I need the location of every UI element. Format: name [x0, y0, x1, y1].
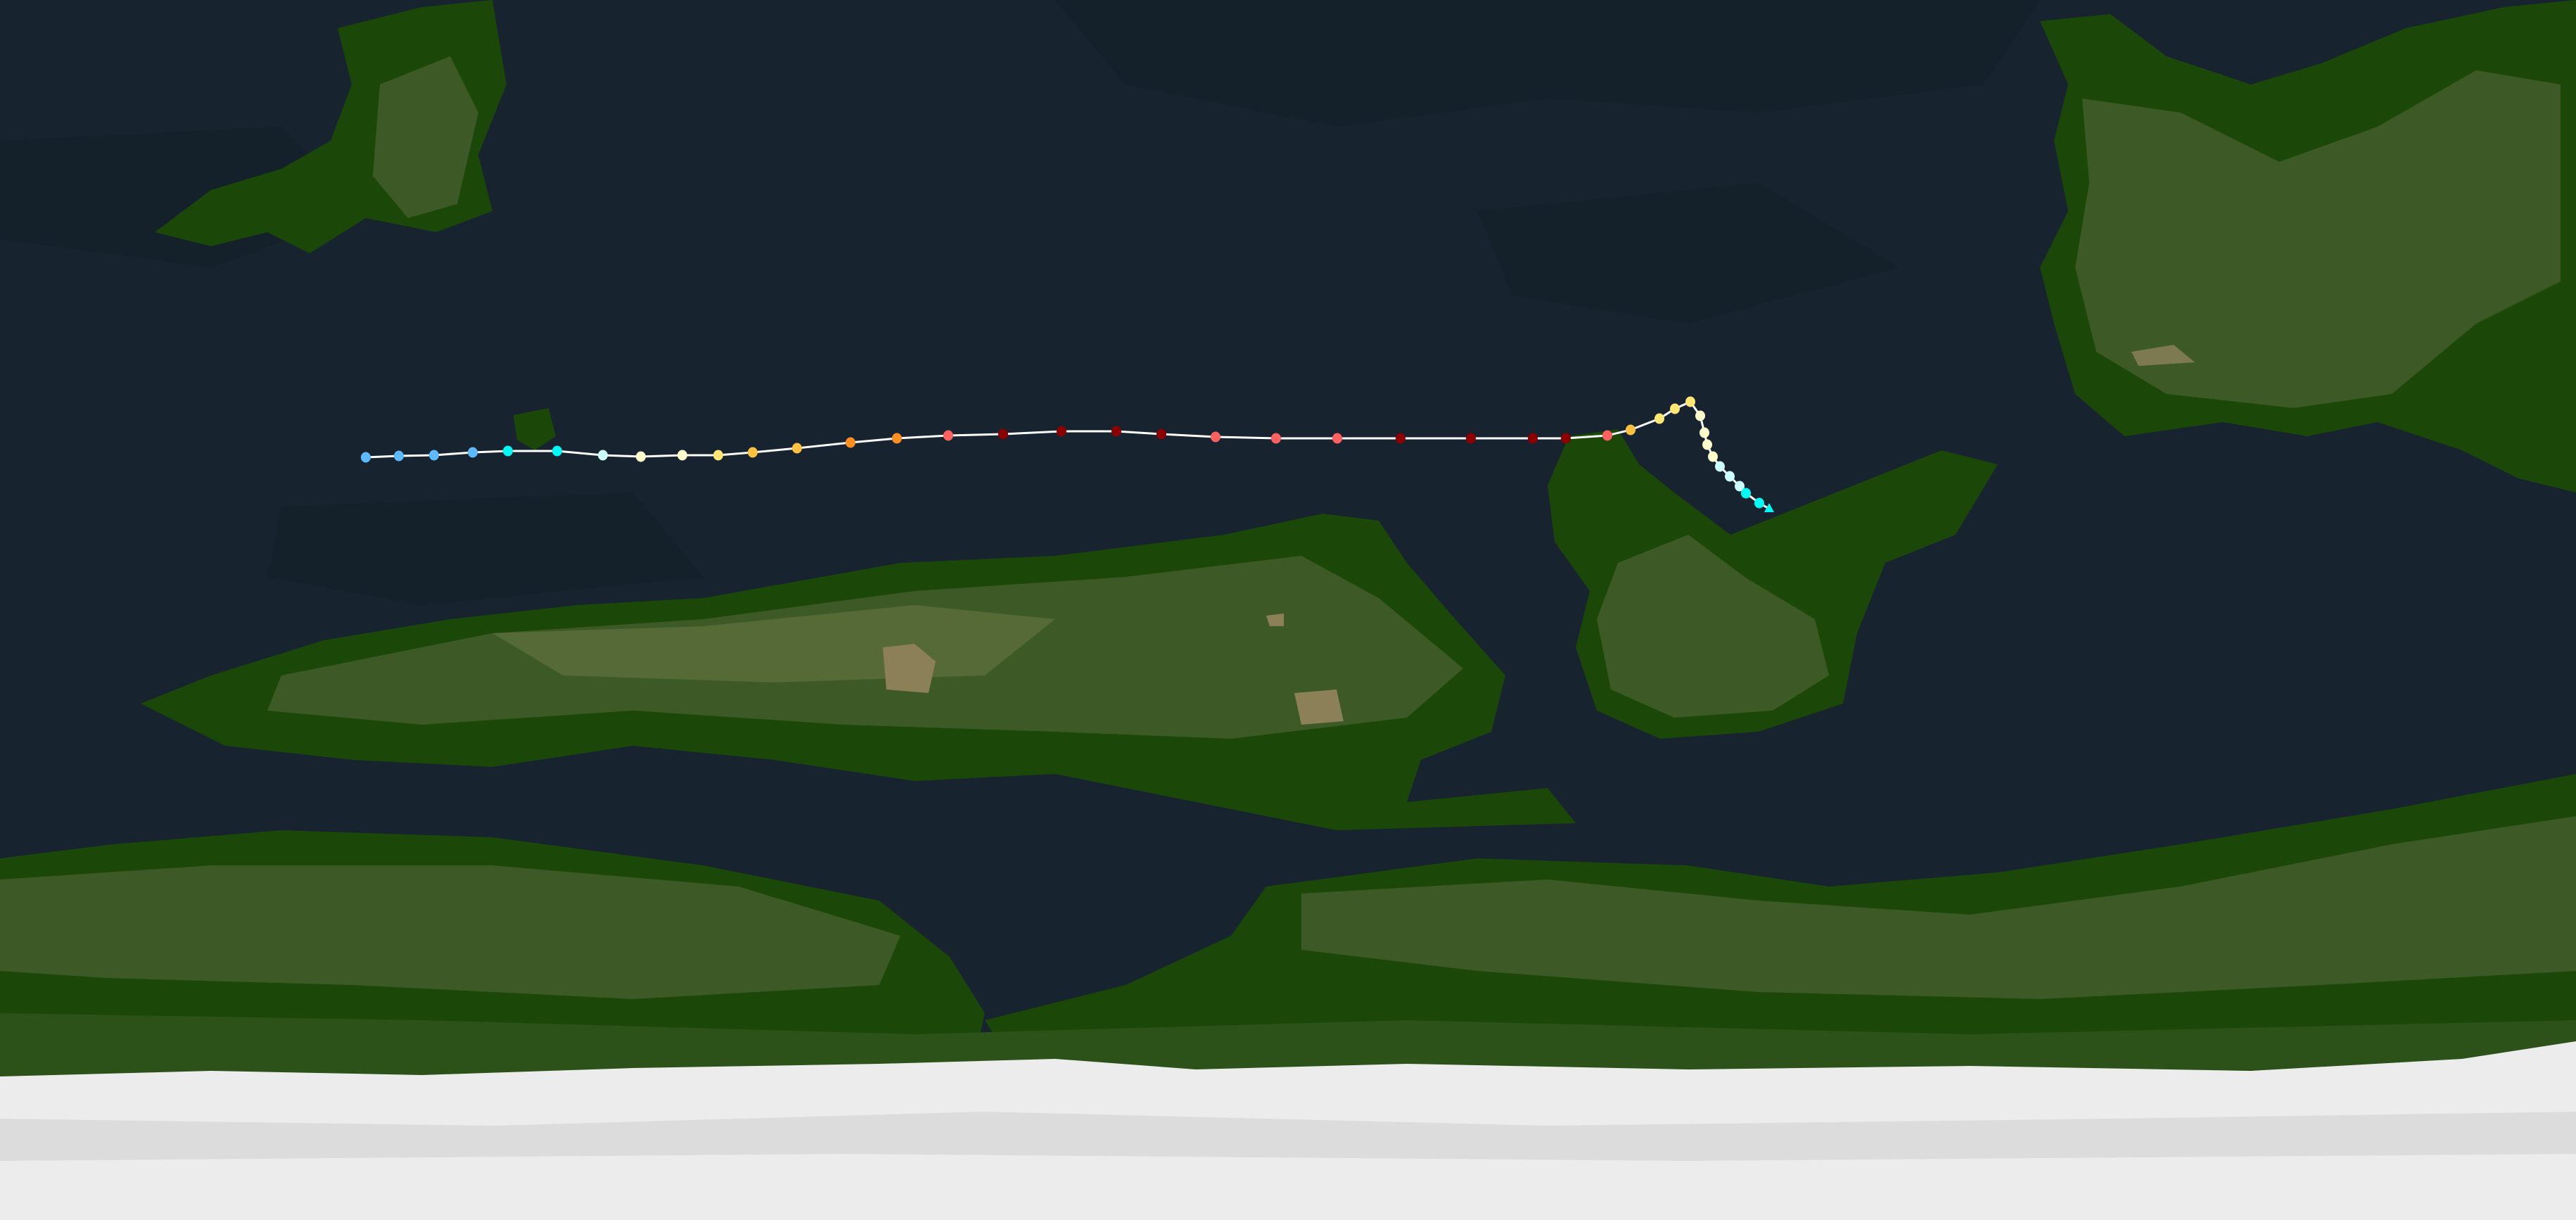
track-point-cat2[interactable]	[1685, 396, 1695, 407]
land-central-highland-2	[1294, 690, 1344, 725]
track-point-depression[interactable]	[468, 447, 478, 458]
track-point-extreme[interactable]	[1466, 433, 1476, 444]
track-point-weakening[interactable]	[1715, 461, 1725, 472]
track-point-extreme[interactable]	[1528, 433, 1538, 444]
track-point-cat1[interactable]	[1708, 451, 1718, 462]
track-point-cat4[interactable]	[892, 433, 902, 444]
track-point-cat5[interactable]	[1271, 433, 1281, 444]
track-point-cat2[interactable]	[1670, 403, 1680, 414]
track-point-cat1[interactable]	[1695, 410, 1705, 421]
track-point-depression[interactable]	[394, 450, 404, 462]
track-point-depression[interactable]	[361, 452, 371, 463]
track-point-cat5[interactable]	[1332, 433, 1342, 444]
track-point-extreme[interactable]	[1057, 426, 1066, 437]
land-south-strip	[0, 1013, 2576, 1076]
track-point-cat3[interactable]	[748, 447, 758, 458]
track-point-weakening[interactable]	[1735, 481, 1745, 492]
track-point-extreme[interactable]	[1396, 433, 1405, 444]
land-south-west-mid	[0, 865, 900, 999]
track-point-cat5[interactable]	[943, 430, 953, 441]
track-point-weakening[interactable]	[1725, 471, 1735, 482]
track-point-extreme[interactable]	[1561, 433, 1571, 444]
track-point-extreme[interactable]	[1111, 426, 1121, 437]
track-end-triangle-icon	[1764, 503, 1774, 512]
track-point-storm[interactable]	[1754, 497, 1764, 509]
land-northwest-highland	[373, 56, 478, 218]
track-point-weakening[interactable]	[598, 450, 608, 461]
land-islet	[514, 408, 556, 450]
landmasses	[0, 0, 2576, 1076]
track-point-storm[interactable]	[503, 445, 513, 457]
track-point-cat2[interactable]	[1654, 413, 1664, 424]
track-point-cat4[interactable]	[846, 437, 855, 448]
track-point-extreme[interactable]	[998, 428, 1008, 440]
track-point-cat1[interactable]	[1702, 439, 1712, 450]
storm-track[interactable]	[361, 396, 1774, 513]
track-point-cat2[interactable]	[713, 450, 723, 461]
land-east-island-mid	[1597, 535, 1829, 718]
land-south-east-mid	[1301, 816, 2576, 999]
ice-shade	[0, 1112, 2576, 1161]
polar-ice	[0, 1041, 2576, 1220]
track-point-cat5[interactable]	[1602, 430, 1612, 441]
track-point-storm[interactable]	[1741, 488, 1751, 499]
land-central-highland-3	[1266, 614, 1284, 626]
track-point-depression[interactable]	[429, 450, 439, 461]
track-point-cat3[interactable]	[792, 443, 802, 454]
track-point-cat1[interactable]	[677, 450, 687, 461]
track-point-cat3[interactable]	[1626, 424, 1635, 436]
track-point-cat1[interactable]	[1700, 427, 1709, 438]
land-northeast-highland	[2131, 345, 2195, 366]
track-point-cat1[interactable]	[636, 451, 646, 462]
land-northeast-mid	[2075, 70, 2561, 408]
land-central-highland-1	[883, 644, 936, 693]
track-point-extreme[interactable]	[1156, 428, 1166, 440]
track-point-storm[interactable]	[552, 445, 562, 457]
track-point-cat5[interactable]	[1211, 431, 1220, 443]
